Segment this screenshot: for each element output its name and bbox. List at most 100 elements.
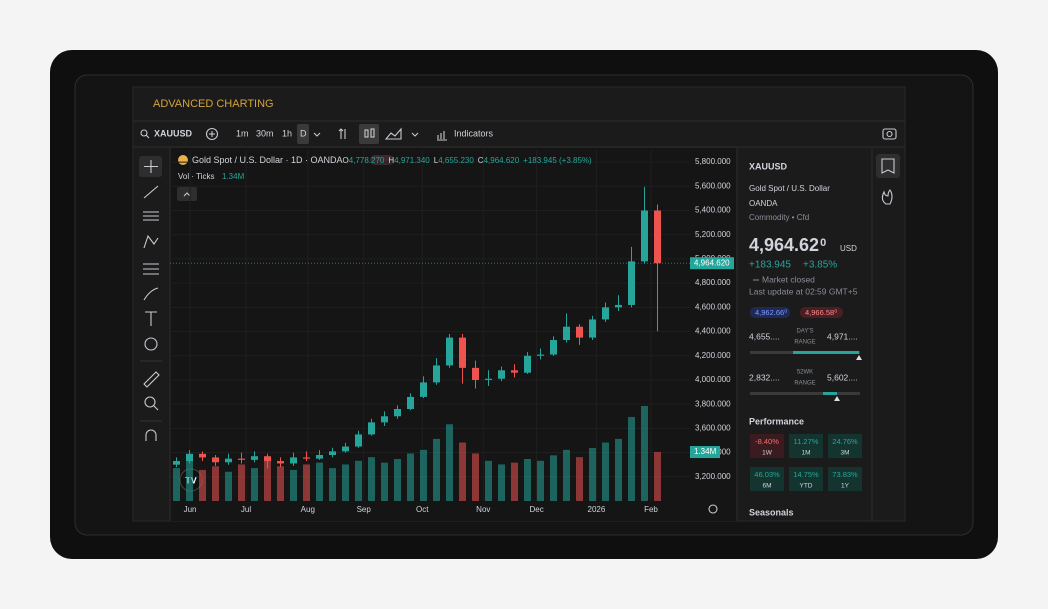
volume-bar (368, 457, 375, 501)
candle-body (511, 370, 518, 373)
performance-value: 14.75% (793, 470, 819, 479)
settings-icon[interactable] (708, 504, 718, 514)
app-title: ADVANCED CHARTING (153, 98, 274, 110)
candle-body (355, 434, 362, 447)
volume-bar (407, 453, 414, 501)
range-high: 4,971.... (827, 331, 858, 341)
bid: 4,962.66⁰ (755, 308, 787, 317)
seasonals-title: Seasonals (749, 507, 794, 517)
performance-cell[interactable] (750, 434, 784, 458)
updated: Last update at 02:59 GMT+5 (749, 286, 858, 296)
volume-bar (550, 455, 557, 501)
y-tick-label: 3,600.000 (695, 423, 731, 432)
candle-body (576, 326, 583, 338)
x-tick-label: 2026 (588, 505, 606, 514)
volume-bar (589, 448, 596, 501)
exchange: OANDA (749, 199, 778, 208)
volume-bar (342, 464, 349, 501)
candle-body (524, 355, 531, 373)
volume-bar (472, 453, 479, 501)
range-label: RANGE (794, 340, 815, 346)
candle-body (212, 457, 219, 463)
volume-bar (186, 460, 193, 501)
range-label: 52WK (797, 370, 813, 376)
performance-period: 3M (840, 450, 849, 457)
performance-cell[interactable] (789, 434, 823, 458)
last-volume-label: 1.34M (694, 447, 717, 456)
candle-body (433, 365, 440, 383)
y-tick-label: 5,800.000 (695, 157, 731, 166)
x-tick-label: Dec (529, 505, 543, 514)
candle-body (589, 319, 596, 338)
legend-name: Gold Spot / U.S. Dollar · 1D · OANDA (192, 155, 343, 165)
performance-period: 1W (762, 450, 773, 457)
y-tick-label: 4,000.000 (695, 375, 731, 384)
volume-bar (615, 438, 622, 501)
volume-bar (251, 468, 258, 501)
side-icons[interactable] (876, 154, 900, 205)
candle-body (407, 396, 414, 410)
y-tick-label: 4,600.000 (695, 302, 731, 311)
ask: 4,966.58⁰ (805, 308, 837, 317)
drawing-tools[interactable] (139, 156, 162, 441)
performance-value: 11.27% (794, 437, 819, 446)
performance-cell[interactable] (828, 434, 862, 458)
performance-period: 1Y (841, 483, 850, 490)
volume-bar (498, 464, 505, 501)
legend-change: +183.945 (+3.85%) (523, 156, 592, 165)
kind: Commodity • Cfd (749, 213, 809, 222)
volume-bar (641, 406, 648, 501)
price-sup: 0 (820, 237, 826, 249)
y-tick-label: 5,400.000 (695, 206, 731, 215)
interval[interactable]: 1h (282, 128, 292, 138)
volume-bar (446, 424, 453, 501)
candle-body (251, 456, 258, 460)
candle-body (290, 457, 297, 464)
volume-bar (524, 458, 531, 501)
candle-body (472, 367, 479, 380)
interval[interactable]: 1m (236, 128, 249, 138)
y-tick-label: 4,200.000 (695, 351, 731, 360)
interval[interactable]: D (300, 128, 307, 138)
y-tick-label: 5,200.000 (695, 230, 731, 239)
performance-cell[interactable] (828, 467, 862, 491)
volume-bar (173, 468, 180, 501)
y-tick-label: 3,800.000 (695, 399, 731, 408)
volume-bar (459, 442, 466, 501)
performance-cell[interactable] (789, 467, 823, 491)
ohlc-value: 4,964.620 (484, 156, 520, 165)
range-marker (834, 396, 840, 401)
ohlc-key: C (478, 156, 484, 165)
candle-body (238, 458, 245, 460)
y-tick-label: 5,600.000 (695, 181, 731, 190)
candle-body (199, 453, 206, 458)
volume-bar (394, 458, 401, 501)
ohlc-key: O (343, 156, 349, 165)
volume-bar (290, 469, 297, 501)
candle-body (316, 455, 323, 459)
volume-bar (602, 442, 609, 501)
volume-name: Vol · Ticks (178, 172, 214, 181)
collapse-button[interactable] (177, 187, 197, 201)
x-tick-label: Oct (416, 505, 429, 514)
price: 4,964.62 (749, 235, 819, 255)
performance-title: Performance (749, 416, 804, 426)
volume-bar (420, 449, 427, 501)
candle-body (602, 307, 609, 320)
candle-body (641, 210, 648, 262)
volume-bar (238, 464, 245, 501)
performance-cell[interactable] (750, 467, 784, 491)
bid-badge (750, 307, 790, 318)
performance-period: 1M (801, 450, 810, 457)
performance-value: 24.76% (832, 437, 858, 446)
volume-bar (264, 458, 271, 501)
interval[interactable]: 30m (256, 128, 274, 138)
volume-bar (654, 452, 661, 501)
candle-body (537, 354, 544, 356)
candle-body (628, 261, 635, 305)
volume-bar (316, 462, 323, 501)
candle-body (303, 457, 310, 459)
candle-body (654, 210, 661, 264)
indicators-button[interactable]: Indicators (454, 128, 494, 138)
